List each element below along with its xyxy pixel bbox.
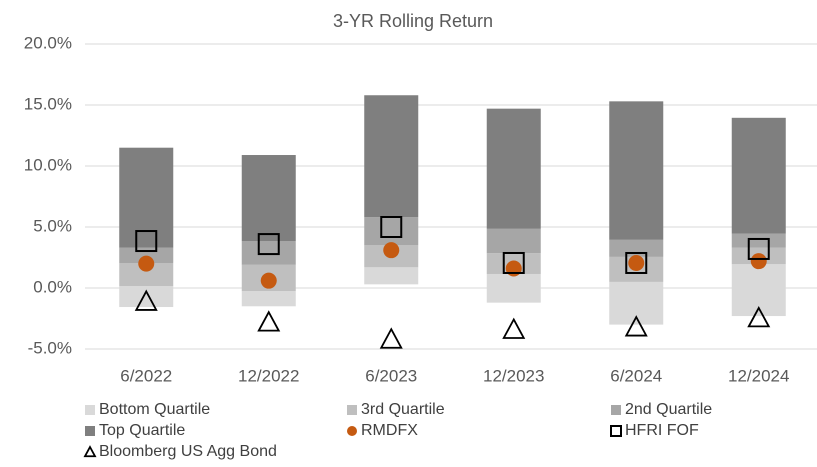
chart-title: 3-YR Rolling Return	[333, 11, 493, 31]
bar-segment	[364, 217, 419, 246]
x-tick-label: 6/2022	[120, 366, 172, 385]
marker	[502, 317, 526, 339]
marker	[502, 251, 525, 274]
x-tick-label: 12/2024	[728, 366, 789, 385]
x-tick-label: 12/2023	[483, 366, 544, 385]
bar-segment	[609, 239, 664, 257]
bar-segment	[364, 95, 419, 218]
legend-label: Bloomberg US Agg Bond	[99, 443, 277, 460]
legend-label: Bottom Quartile	[99, 401, 210, 418]
legend-swatch	[347, 405, 357, 415]
marker	[383, 242, 400, 259]
bar-segment	[731, 117, 786, 234]
y-tick-label: -5.0%	[28, 338, 72, 357]
marker	[750, 253, 767, 270]
marker	[624, 315, 648, 337]
bar-segment	[731, 233, 786, 248]
y-tick-label: 20.0%	[24, 33, 72, 52]
legend-label: Top Quartile	[99, 422, 185, 439]
y-tick-label: 0.0%	[33, 277, 72, 296]
marker	[379, 327, 403, 349]
bar-segment	[486, 273, 541, 303]
marker	[138, 255, 155, 272]
legend-label: HFRI FOF	[625, 422, 699, 439]
bar-segment	[609, 101, 664, 240]
marker	[747, 305, 771, 328]
marker	[260, 272, 277, 289]
bar-segment	[364, 267, 419, 285]
legend-swatch	[83, 445, 97, 458]
x-tick-label: 12/2022	[238, 366, 299, 385]
legend-label: RMDFX	[361, 422, 418, 439]
legend-swatch	[85, 405, 95, 415]
bar-segment	[241, 241, 296, 265]
y-tick-label: 15.0%	[24, 94, 72, 113]
marker	[747, 237, 770, 260]
legend-swatch	[610, 425, 622, 437]
bar-segment	[119, 247, 174, 263]
marker	[380, 216, 403, 238]
marker	[134, 289, 158, 311]
y-tick-label: 5.0%	[33, 216, 72, 235]
y-tick-label: 10.0%	[24, 155, 72, 174]
marker	[257, 233, 280, 256]
legend-swatch	[611, 405, 621, 415]
bar-segment	[119, 147, 174, 248]
marker	[628, 254, 645, 271]
marker	[625, 251, 648, 274]
legend-label: 2nd Quartile	[625, 401, 712, 418]
bar-segment	[119, 286, 174, 308]
bar-segment	[486, 108, 541, 229]
legend-swatch	[347, 426, 357, 436]
legend-label: 3rd Quartile	[361, 401, 445, 418]
marker	[135, 230, 158, 253]
bar-segment	[119, 262, 174, 287]
marker	[257, 310, 281, 332]
x-tick-label: 6/2024	[610, 366, 662, 385]
bar-segment	[241, 155, 296, 242]
legend-swatch	[85, 426, 95, 436]
marker	[505, 260, 522, 277]
bar-segment	[241, 291, 296, 307]
bar-segment	[486, 228, 541, 254]
x-tick-label: 6/2023	[365, 366, 417, 385]
legend: Bottom Quartile 3rd Quartile 2nd Quartile T…	[83, 401, 712, 460]
